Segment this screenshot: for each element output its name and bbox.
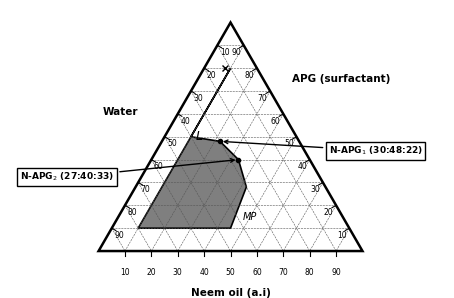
Text: 90: 90 [114, 231, 124, 240]
Text: 50: 50 [226, 268, 236, 277]
Text: 60: 60 [252, 268, 262, 277]
Text: 70: 70 [278, 268, 288, 277]
Text: 10: 10 [337, 231, 346, 240]
Text: 10: 10 [120, 268, 130, 277]
Text: MP: MP [243, 212, 257, 222]
Text: N-APG$_1$ (30:48:22): N-APG$_1$ (30:48:22) [224, 140, 423, 157]
Text: 90: 90 [232, 48, 241, 57]
Text: 50: 50 [284, 139, 294, 148]
Text: 20: 20 [207, 71, 217, 80]
Text: 60: 60 [154, 162, 164, 171]
Text: Water: Water [103, 107, 138, 117]
Text: 90: 90 [331, 268, 341, 277]
Text: 40: 40 [180, 117, 190, 125]
Text: 30: 30 [173, 268, 183, 277]
Text: 70: 70 [258, 94, 267, 103]
Text: 40: 40 [297, 162, 307, 171]
Text: 60: 60 [271, 117, 281, 125]
Text: 20: 20 [324, 208, 333, 217]
Text: 20: 20 [147, 268, 156, 277]
Text: 40: 40 [199, 268, 209, 277]
Text: 80: 80 [245, 71, 254, 80]
Text: L: L [195, 130, 202, 143]
Text: N-APG$_2$ (27:40:33): N-APG$_2$ (27:40:33) [20, 159, 234, 183]
Text: 10: 10 [220, 48, 230, 57]
Text: 30: 30 [311, 185, 321, 194]
Text: 80: 80 [305, 268, 315, 277]
Polygon shape [138, 68, 247, 228]
Text: 50: 50 [167, 139, 177, 148]
Text: Neem oil (a.i): Neem oil (a.i) [191, 288, 271, 298]
Text: 30: 30 [193, 94, 203, 103]
Text: APG (surfactant): APG (surfactant) [291, 74, 390, 84]
Text: 80: 80 [128, 208, 137, 217]
Text: 70: 70 [141, 185, 151, 194]
